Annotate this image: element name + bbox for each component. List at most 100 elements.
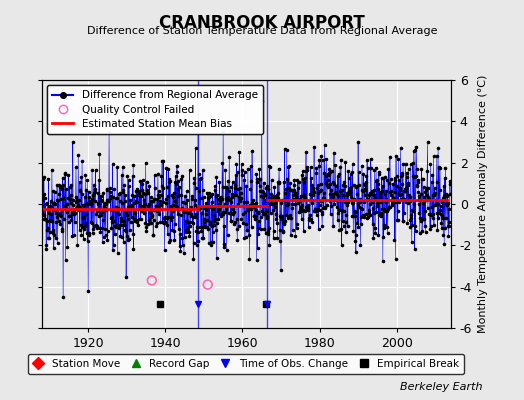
Point — [214, 201, 223, 208]
Point — [116, 190, 124, 196]
Point — [302, 204, 311, 210]
Point — [68, 209, 76, 216]
Point — [114, 222, 123, 228]
Point — [194, 93, 202, 100]
Point — [365, 207, 373, 213]
Point — [326, 191, 334, 198]
Point — [227, 210, 236, 217]
Point — [335, 171, 343, 177]
Point — [252, 199, 260, 206]
Point — [190, 180, 198, 186]
Point — [189, 240, 198, 246]
Point — [166, 178, 174, 185]
Point — [103, 186, 111, 192]
Point — [110, 186, 118, 192]
Point — [358, 187, 366, 193]
Point — [263, 215, 271, 221]
Point — [417, 218, 425, 224]
Point — [419, 176, 427, 182]
Point — [365, 210, 373, 216]
Point — [302, 206, 311, 212]
Point — [187, 204, 195, 210]
Point — [437, 220, 445, 226]
Point — [365, 191, 374, 198]
Point — [410, 246, 419, 252]
Point — [298, 201, 307, 208]
Point — [405, 166, 413, 172]
Point — [69, 197, 77, 203]
Point — [342, 198, 351, 204]
Point — [275, 179, 283, 186]
Point — [333, 173, 342, 179]
Point — [184, 229, 193, 236]
Point — [427, 212, 435, 218]
Point — [431, 202, 440, 208]
Point — [445, 219, 454, 226]
Point — [305, 215, 313, 221]
Point — [416, 230, 424, 236]
Point — [144, 203, 152, 209]
Point — [49, 200, 58, 206]
Point — [92, 222, 101, 228]
Point — [129, 246, 138, 252]
Point — [146, 209, 155, 216]
Point — [245, 256, 254, 262]
Point — [253, 176, 261, 182]
Point — [275, 166, 283, 172]
Point — [440, 192, 449, 198]
Point — [113, 222, 121, 228]
Point — [86, 198, 95, 204]
Point — [184, 224, 192, 230]
Point — [258, 188, 266, 195]
Point — [362, 173, 370, 179]
Point — [376, 194, 385, 200]
Point — [423, 168, 431, 174]
Point — [152, 203, 160, 209]
Point — [111, 223, 119, 230]
Point — [162, 196, 170, 202]
Point — [133, 198, 141, 205]
Point — [180, 250, 188, 256]
Point — [219, 128, 227, 135]
Point — [321, 205, 329, 211]
Point — [396, 145, 405, 152]
Point — [185, 219, 193, 226]
Point — [96, 229, 105, 236]
Point — [294, 198, 302, 204]
Point — [182, 209, 191, 215]
Point — [200, 216, 209, 222]
Point — [146, 220, 154, 226]
Point — [418, 228, 426, 234]
Point — [348, 161, 357, 168]
Point — [345, 186, 354, 192]
Point — [113, 195, 122, 202]
Point — [100, 204, 108, 211]
Point — [347, 184, 356, 190]
Point — [314, 226, 323, 232]
Point — [383, 177, 391, 183]
Point — [247, 224, 256, 230]
Point — [257, 98, 266, 104]
Point — [351, 238, 359, 244]
Point — [349, 199, 357, 206]
Point — [124, 216, 132, 222]
Point — [345, 188, 354, 195]
Point — [92, 225, 101, 231]
Point — [114, 250, 122, 256]
Point — [398, 181, 407, 188]
Point — [341, 199, 349, 205]
Point — [168, 191, 176, 198]
Point — [135, 205, 144, 211]
Point — [407, 214, 416, 221]
Point — [384, 166, 392, 173]
Point — [250, 202, 259, 208]
Point — [253, 256, 261, 263]
Point — [229, 211, 237, 217]
Point — [42, 246, 50, 252]
Point — [165, 213, 173, 220]
Point — [242, 183, 250, 190]
Point — [273, 192, 281, 198]
Point — [364, 214, 373, 220]
Point — [354, 200, 362, 207]
Point — [257, 214, 265, 220]
